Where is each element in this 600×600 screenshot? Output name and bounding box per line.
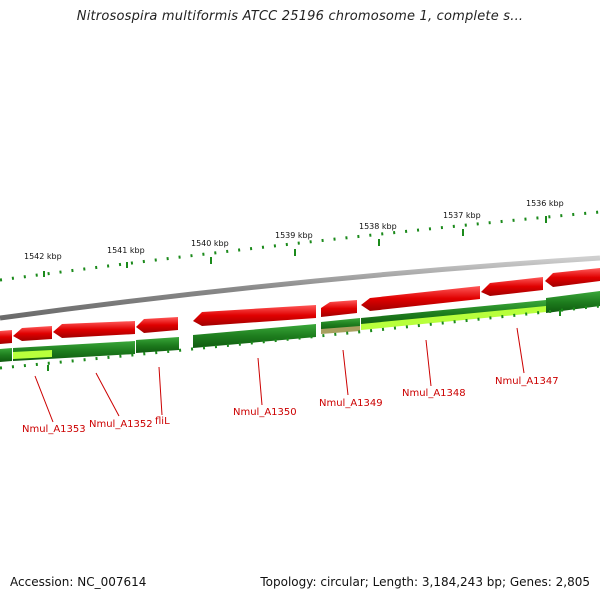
forward-gene-arrow xyxy=(481,277,543,296)
gene-label: Nmul_A1352 xyxy=(89,419,153,430)
gene-label: Nmul_A1353 xyxy=(22,424,86,435)
forward-strand xyxy=(0,268,600,344)
forward-gene-arrow xyxy=(361,286,480,311)
tick-label: 1541 kbp xyxy=(107,246,145,255)
gene-feature xyxy=(13,350,52,359)
gene-label: Nmul_A1350 xyxy=(233,407,297,418)
lower-major-ticks xyxy=(47,310,561,371)
map-title: Nitrosospira multiformis ATCC 25196 chro… xyxy=(76,9,524,24)
leader-line xyxy=(158,366,163,416)
tick-label: 1536 kbp xyxy=(526,199,564,208)
lower-tick-ring xyxy=(0,304,600,370)
reverse-gene xyxy=(136,337,179,353)
tick-label: 1537 kbp xyxy=(443,211,481,220)
leader-line xyxy=(342,349,349,396)
gene-label: Nmul_A1347 xyxy=(495,376,559,387)
tick-label: 1542 kbp xyxy=(24,252,62,261)
leader-line xyxy=(425,339,432,387)
leader-line xyxy=(34,375,54,423)
forward-gene-arrow xyxy=(193,305,316,326)
forward-gene-arrow xyxy=(53,321,135,338)
gene-features xyxy=(13,306,546,359)
tick-label: 1538 kbp xyxy=(359,222,397,231)
tick-ring: 1542 kbp 1541 kbp 1540 kbp 1539 kbp 1538… xyxy=(0,199,600,282)
forward-gene-arrow xyxy=(0,330,12,344)
reverse-gene xyxy=(0,348,12,362)
forward-gene-arrow xyxy=(136,317,178,333)
leader-line xyxy=(95,372,120,417)
tick-label: 1539 kbp xyxy=(275,231,313,240)
forward-gene-arrow xyxy=(545,268,600,287)
leader-line xyxy=(257,357,263,406)
reverse-gene xyxy=(193,324,316,348)
accession-text: Accession: NC_007614 xyxy=(10,575,147,589)
forward-gene-arrow xyxy=(13,326,52,341)
backbone-arc xyxy=(0,255,600,321)
label-leaders xyxy=(34,327,525,423)
topology-summary: Topology: circular; Length: 3,184,243 bp… xyxy=(260,575,590,589)
pseudo-feature xyxy=(321,326,360,334)
reverse-gene xyxy=(546,291,600,313)
tick-ring-minor-dots xyxy=(0,210,600,282)
major-ticks xyxy=(43,216,547,277)
gene-label: fliL xyxy=(155,416,170,427)
gene-feature xyxy=(361,306,546,330)
tick-label: 1540 kbp xyxy=(191,239,229,248)
gene-label: Nmul_A1349 xyxy=(319,398,383,409)
leader-line xyxy=(516,327,525,374)
gene-label: Nmul_A1348 xyxy=(402,388,466,399)
forward-gene-arrow xyxy=(321,300,357,317)
